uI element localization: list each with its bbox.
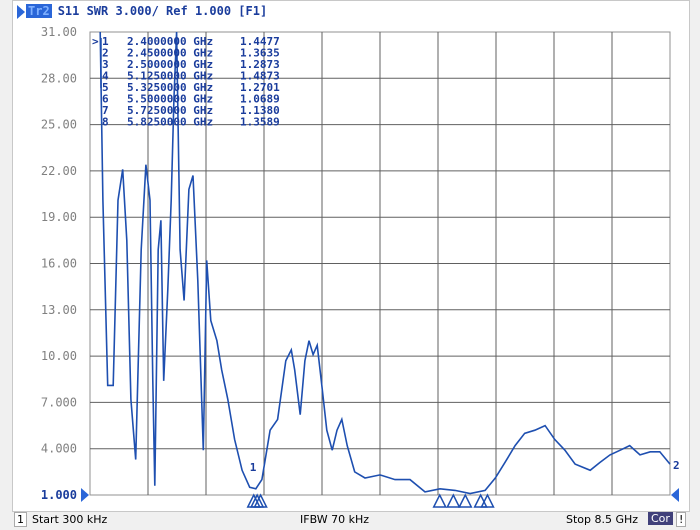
marker-3-triangle bbox=[253, 493, 268, 508]
marker-frequency: 5.8250000 GHz bbox=[127, 116, 213, 129]
marker-id: 1 bbox=[102, 35, 109, 48]
marker-4-triangle bbox=[432, 493, 447, 508]
y-tick-label: 10.00 bbox=[41, 349, 77, 363]
marker-id: 3 bbox=[102, 58, 109, 71]
trace-title: S11 SWR 3.000/ Ref 1.000 [F1] bbox=[57, 4, 268, 18]
marker-id: 7 bbox=[102, 104, 109, 117]
marker-value: 1.2873 bbox=[240, 58, 280, 71]
marker-5-triangle bbox=[446, 493, 461, 508]
y-tick-label: 4.000 bbox=[41, 442, 77, 456]
marker-frequency: 5.1250000 GHz bbox=[127, 70, 213, 83]
trace-header[interactable]: Tr2 S11 SWR 3.000/ Ref 1.000 [F1] bbox=[17, 4, 267, 19]
marker-frequency: 5.3250000 GHz bbox=[127, 81, 213, 94]
y-tick-label: 19.00 bbox=[41, 210, 77, 224]
marker-6-triangle bbox=[458, 493, 473, 508]
marker-1-label: 1 bbox=[250, 461, 257, 474]
stop-frequency[interactable]: Stop 8.5 GHz bbox=[566, 513, 639, 526]
y-tick-label: 31.00 bbox=[41, 25, 77, 39]
marker-frequency: 2.4000000 GHz bbox=[127, 35, 213, 48]
marker-id: 5 bbox=[102, 81, 109, 94]
y-tick-label: 13.00 bbox=[41, 303, 77, 317]
reference-left-arrow-icon bbox=[81, 488, 89, 502]
edge-label: 2 bbox=[673, 459, 680, 472]
marker-value: 1.3589 bbox=[240, 116, 280, 129]
marker-value: 1.4477 bbox=[240, 35, 280, 48]
marker-id: 2 bbox=[102, 47, 109, 60]
y-tick-label: 22.00 bbox=[41, 164, 77, 178]
swr-plot: 31.00 28.00 25.00 22.00 19.00 16.00 13.00 10.00… bbox=[41, 25, 680, 508]
y-tick-label: 25.00 bbox=[41, 118, 77, 132]
ifbw[interactable]: IFBW 70 kHz bbox=[300, 513, 370, 526]
marker-id: 4 bbox=[102, 70, 109, 83]
y-tick-label: 7.000 bbox=[41, 395, 77, 409]
warning-indicator: ! bbox=[676, 512, 687, 527]
marker-id: 6 bbox=[102, 93, 109, 106]
y-tick-label: 1.000 bbox=[41, 488, 77, 502]
marker-id: 8 bbox=[102, 116, 109, 129]
correction-badge[interactable]: Cor bbox=[648, 512, 673, 525]
trace-arrow-icon bbox=[17, 4, 25, 19]
start-frequency[interactable]: Start 300 kHz bbox=[32, 513, 108, 526]
marker-8-triangle bbox=[480, 493, 495, 508]
y-tick-label: 28.00 bbox=[41, 71, 77, 85]
marker-frequency: 2.4500000 GHz bbox=[127, 47, 213, 60]
trace-badge[interactable]: Tr2 bbox=[26, 4, 52, 18]
reference-right-arrow-icon bbox=[671, 488, 679, 502]
marker-frequency: 5.7250000 GHz bbox=[127, 104, 213, 117]
marker-value: 1.1380 bbox=[240, 104, 280, 117]
active-marker-symbol: > bbox=[92, 35, 99, 48]
status-bar: 1 Start 300 kHz IFBW 70 kHz Stop 8.5 GHz… bbox=[0, 510, 700, 530]
swr-trace bbox=[99, 31, 671, 495]
marker-value: 1.4873 bbox=[240, 70, 280, 83]
marker-frequency: 5.5000000 GHz bbox=[127, 93, 213, 106]
marker-value: 1.2701 bbox=[240, 81, 280, 94]
marker-frequency: 2.5000000 GHz bbox=[127, 58, 213, 71]
marker-value: 1.3635 bbox=[240, 47, 280, 60]
channel-number[interactable]: 1 bbox=[14, 512, 27, 527]
y-tick-label: 16.00 bbox=[41, 257, 77, 271]
marker-value: 1.0689 bbox=[240, 93, 280, 106]
